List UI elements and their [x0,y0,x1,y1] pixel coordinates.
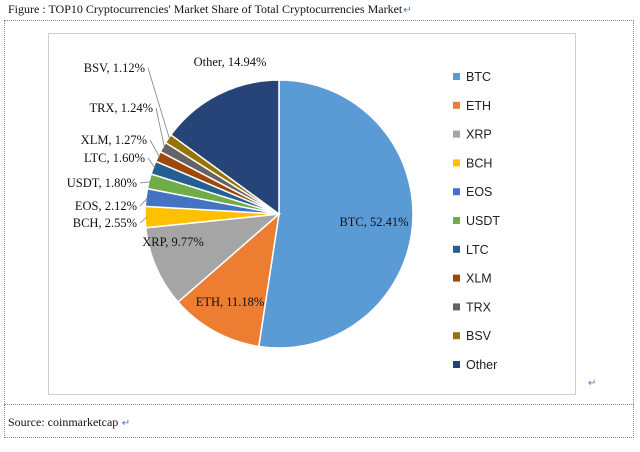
legend-swatch-trx [453,303,460,311]
legend-swatch-eth [453,101,460,109]
legend-swatch-xrp [453,130,460,138]
legend-swatch-bch [453,159,460,167]
legend-swatch-btc [453,73,460,80]
data-label-trx: TRX, 1.24% [89,101,153,115]
return-mark-icon: ↵ [403,5,412,16]
legend-label-eos: EOS [466,185,492,199]
figure-caption-text: Figure : TOP10 Cryptocurrencies' Market … [8,2,403,16]
divider [4,404,634,405]
return-mark-icon: ↵ [119,418,131,429]
legend-swatch-other [453,361,460,368]
legend-label-bsv: BSV [466,329,492,343]
leader-line-eos [139,197,149,207]
leader-line-bch [139,216,148,224]
legend-label-eth: ETH [466,99,491,113]
source-note: Source: coinmarketcap ↵ [8,415,130,430]
data-label-eth: ETH, 11.18% [196,295,265,309]
data-label-xlm: XLM, 1.27% [81,133,147,147]
legend-swatch-usdt [453,217,460,224]
leader-line-xlm [149,139,161,158]
figure-frame [4,20,634,438]
legend: BTC ETH XRP BCH EOS USDT LTC XLM TRX BSV Other [453,70,500,372]
leader-line-usdt [139,181,152,184]
legend-label-ltc: LTC [466,243,489,257]
legend-label-trx: TRX [466,300,492,314]
legend-swatch-ltc [453,245,460,253]
leader-line-bsv [147,67,171,140]
data-label-other: Other, 14.94% [194,55,267,69]
data-labels: BTC, 52.41% ETH, 11.18% XRP, 9.77% BCH, 2.5… [67,55,409,309]
legend-swatch-xlm [453,274,460,282]
figure-caption: Figure : TOP10 Cryptocurrencies' Market … [8,2,412,17]
return-mark-icon: ↵ [588,378,597,389]
legend-swatch-bsv [453,332,460,340]
legend-label-xrp: XRP [466,128,492,142]
legend-label-usdt: USDT [466,214,500,228]
pie-slices [144,79,414,349]
pie-slice-xrp [144,213,282,304]
data-label-xrp: XRP, 9.77% [142,235,203,249]
data-label-eos: EOS, 2.12% [75,199,137,213]
data-label-bsv: BSV, 1.12% [84,61,145,75]
pie-slice-eth [176,212,281,348]
legend-label-bch: BCH [466,156,492,170]
legend-label-btc: BTC [466,70,491,84]
leader-lines [139,67,171,224]
data-label-ltc: LTC, 1.60% [84,151,145,165]
pie-chart: BTC, 52.41% ETH, 11.18% XRP, 9.77% BCH, 2.5… [67,55,501,372]
chart-area: BTC, 52.41% ETH, 11.18% XRP, 9.77% BCH, 2.5… [48,33,576,395]
data-label-btc: BTC, 52.41% [339,215,408,229]
pie-slice-btc [257,79,414,349]
pie-slice-other [169,79,280,216]
data-label-bch: BCH, 2.55% [73,216,137,230]
legend-label-xlm: XLM [466,272,492,286]
leader-line-trx [155,107,165,149]
legend-label-other: Other [466,358,497,372]
leader-line-ltc [147,157,156,169]
legend-swatch-eos [453,188,460,196]
data-label-usdt: USDT, 1.80% [67,176,137,190]
source-text: Source: coinmarketcap [8,415,119,429]
